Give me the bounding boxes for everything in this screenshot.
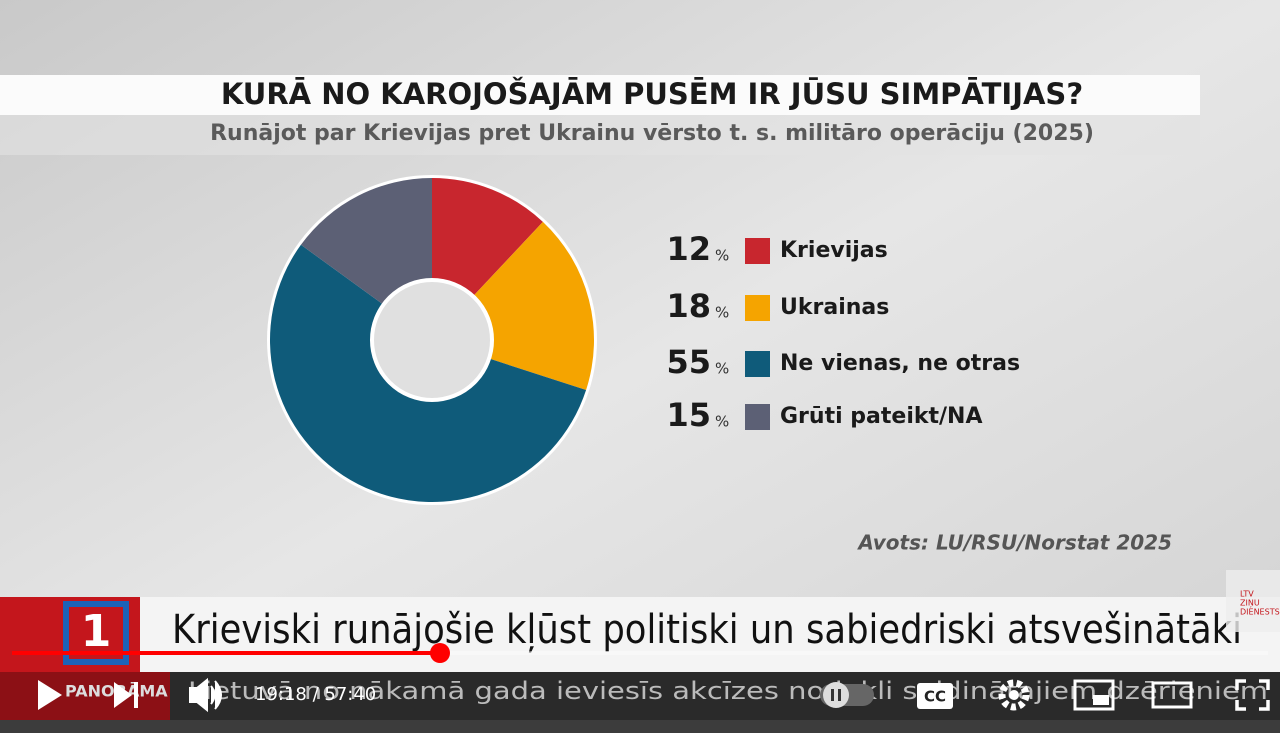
logo-one: 1	[81, 606, 112, 657]
chart-subtitle: Runājot par Krievijas pret Ukrainu vērst…	[210, 121, 1094, 146]
autoplay-knob	[823, 682, 849, 708]
watermark-line: LTV	[1240, 590, 1254, 599]
settings-hub	[1009, 690, 1019, 700]
legend-swatch	[745, 351, 770, 377]
progress-played	[12, 651, 440, 655]
unit-label: %	[715, 360, 729, 378]
time-display: 19:18 / 57:40	[255, 684, 376, 705]
volume-button[interactable]	[189, 677, 222, 713]
legend-label: Ukrainas	[780, 295, 889, 320]
watermark-box	[1226, 570, 1280, 632]
bottom-strip	[0, 720, 1280, 733]
unit-label: %	[715, 304, 729, 322]
progress-handle[interactable]	[430, 643, 450, 663]
value-label: 18	[666, 287, 711, 325]
miniplayer-inner	[1093, 695, 1109, 705]
fullscreen-button[interactable]	[1235, 679, 1270, 711]
watermark-line: ZIŅU	[1240, 599, 1260, 609]
watermark-line: DIENESTS	[1240, 608, 1280, 617]
next-button[interactable]	[114, 682, 138, 708]
legend-swatch	[745, 295, 770, 321]
legend-label: Krievijas	[780, 238, 888, 263]
value-label: 12	[666, 230, 711, 268]
unit-label: %	[715, 247, 729, 265]
legend-label: Ne vienas, ne otras	[780, 351, 1020, 376]
donut-chart	[267, 175, 597, 505]
cc-button[interactable]	[917, 683, 953, 709]
ticker-logo-box	[0, 672, 170, 720]
headline-bar	[0, 597, 1280, 672]
headline: Krieviski runājošie kļūst politiski un s…	[172, 607, 1242, 653]
donut-slice	[300, 178, 432, 305]
donut-hole	[370, 278, 494, 402]
legend: 12% Krievijas 18% Ukrainas 55% Ne vienas, ne …	[666, 230, 1020, 434]
donut-slice	[432, 178, 543, 297]
value-label: 15	[666, 396, 711, 434]
chart-title: KURĀ NO KAROJOŠAJĀM PUSĒM IR JŪSU SIMPĀT…	[221, 77, 1083, 111]
unit-label: %	[715, 413, 729, 431]
legend-label: Grūti pateikt/NA	[780, 404, 982, 429]
miniplayer-button[interactable]	[1073, 679, 1115, 711]
legend-swatch	[745, 404, 770, 430]
logo-frame	[63, 601, 129, 665]
cc-label: CC	[924, 688, 946, 706]
subtitle-band	[0, 115, 1200, 155]
legend-swatch	[745, 238, 770, 264]
pause-glyph	[831, 689, 841, 701]
settings-button[interactable]	[998, 679, 1030, 711]
donut-slice	[269, 244, 587, 502]
theater-button[interactable]	[1151, 681, 1193, 709]
play-button[interactable]	[38, 680, 62, 710]
value-label: 55	[666, 343, 711, 381]
donut-slice	[473, 221, 594, 391]
progress-track[interactable]	[12, 651, 1268, 655]
title-band	[0, 75, 1200, 115]
source: Avots: LU/RSU/Norstat 2025	[856, 531, 1172, 555]
